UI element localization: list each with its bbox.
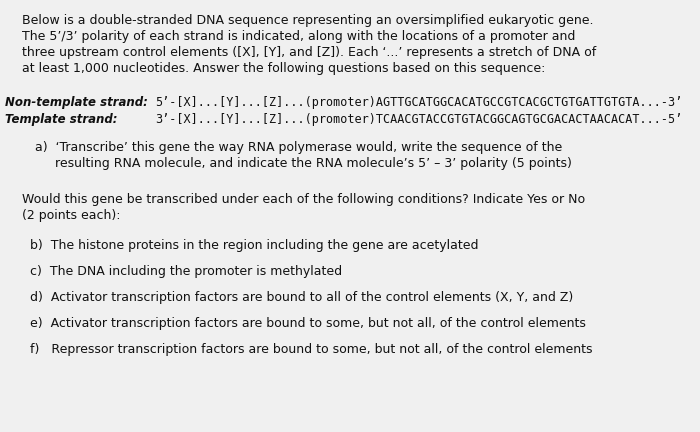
Text: Would this gene be transcribed under each of the following conditions? Indicate : Would this gene be transcribed under eac… [22, 193, 585, 206]
Text: e)  Activator transcription factors are bound to some, but not all, of the contr: e) Activator transcription factors are b… [30, 317, 586, 330]
Text: a)  ‘Transcribe’ this gene the way RNA polymerase would, write the sequence of t: a) ‘Transcribe’ this gene the way RNA po… [35, 141, 562, 154]
Text: 5’-[X]...[Y]...[Z]...(promoter)AGTTGCATGGCACATGCCGTCACGCTGTGATTGTGTA...-3’: 5’-[X]...[Y]...[Z]...(promoter)AGTTGCATG… [155, 96, 682, 109]
Text: c)  The DNA including the promoter is methylated: c) The DNA including the promoter is met… [30, 265, 342, 278]
Text: The 5’/3’ polarity of each strand is indicated, along with the locations of a pr: The 5’/3’ polarity of each strand is ind… [22, 30, 575, 43]
Text: d)  Activator transcription factors are bound to all of the control elements (X,: d) Activator transcription factors are b… [30, 291, 573, 304]
Text: three upstream control elements ([X], [Y], and [Z]). Each ‘...’ represents a str: three upstream control elements ([X], [Y… [22, 46, 596, 59]
Text: (2 points each):: (2 points each): [22, 209, 120, 222]
Text: resulting RNA molecule, and indicate the RNA molecule’s 5’ – 3’ polarity (5 poin: resulting RNA molecule, and indicate the… [35, 157, 572, 170]
Text: 3’-[X]...[Y]...[Z]...(promoter)TCAACGTACCGTGTACGGCAGTGCGACACTAACACAT...-5’: 3’-[X]...[Y]...[Z]...(promoter)TCAACGTAC… [155, 113, 682, 126]
Text: b)  The histone proteins in the region including the gene are acetylated: b) The histone proteins in the region in… [30, 239, 479, 252]
Text: Below is a double-stranded DNA sequence representing an oversimplified eukaryoti: Below is a double-stranded DNA sequence … [22, 14, 594, 27]
Text: at least 1,000 nucleotides. Answer the following questions based on this sequenc: at least 1,000 nucleotides. Answer the f… [22, 62, 545, 75]
Text: f)   Repressor transcription factors are bound to some, but not all, of the cont: f) Repressor transcription factors are b… [30, 343, 592, 356]
Text: Template strand:: Template strand: [5, 113, 118, 126]
Text: Non-template strand:: Non-template strand: [5, 96, 148, 109]
